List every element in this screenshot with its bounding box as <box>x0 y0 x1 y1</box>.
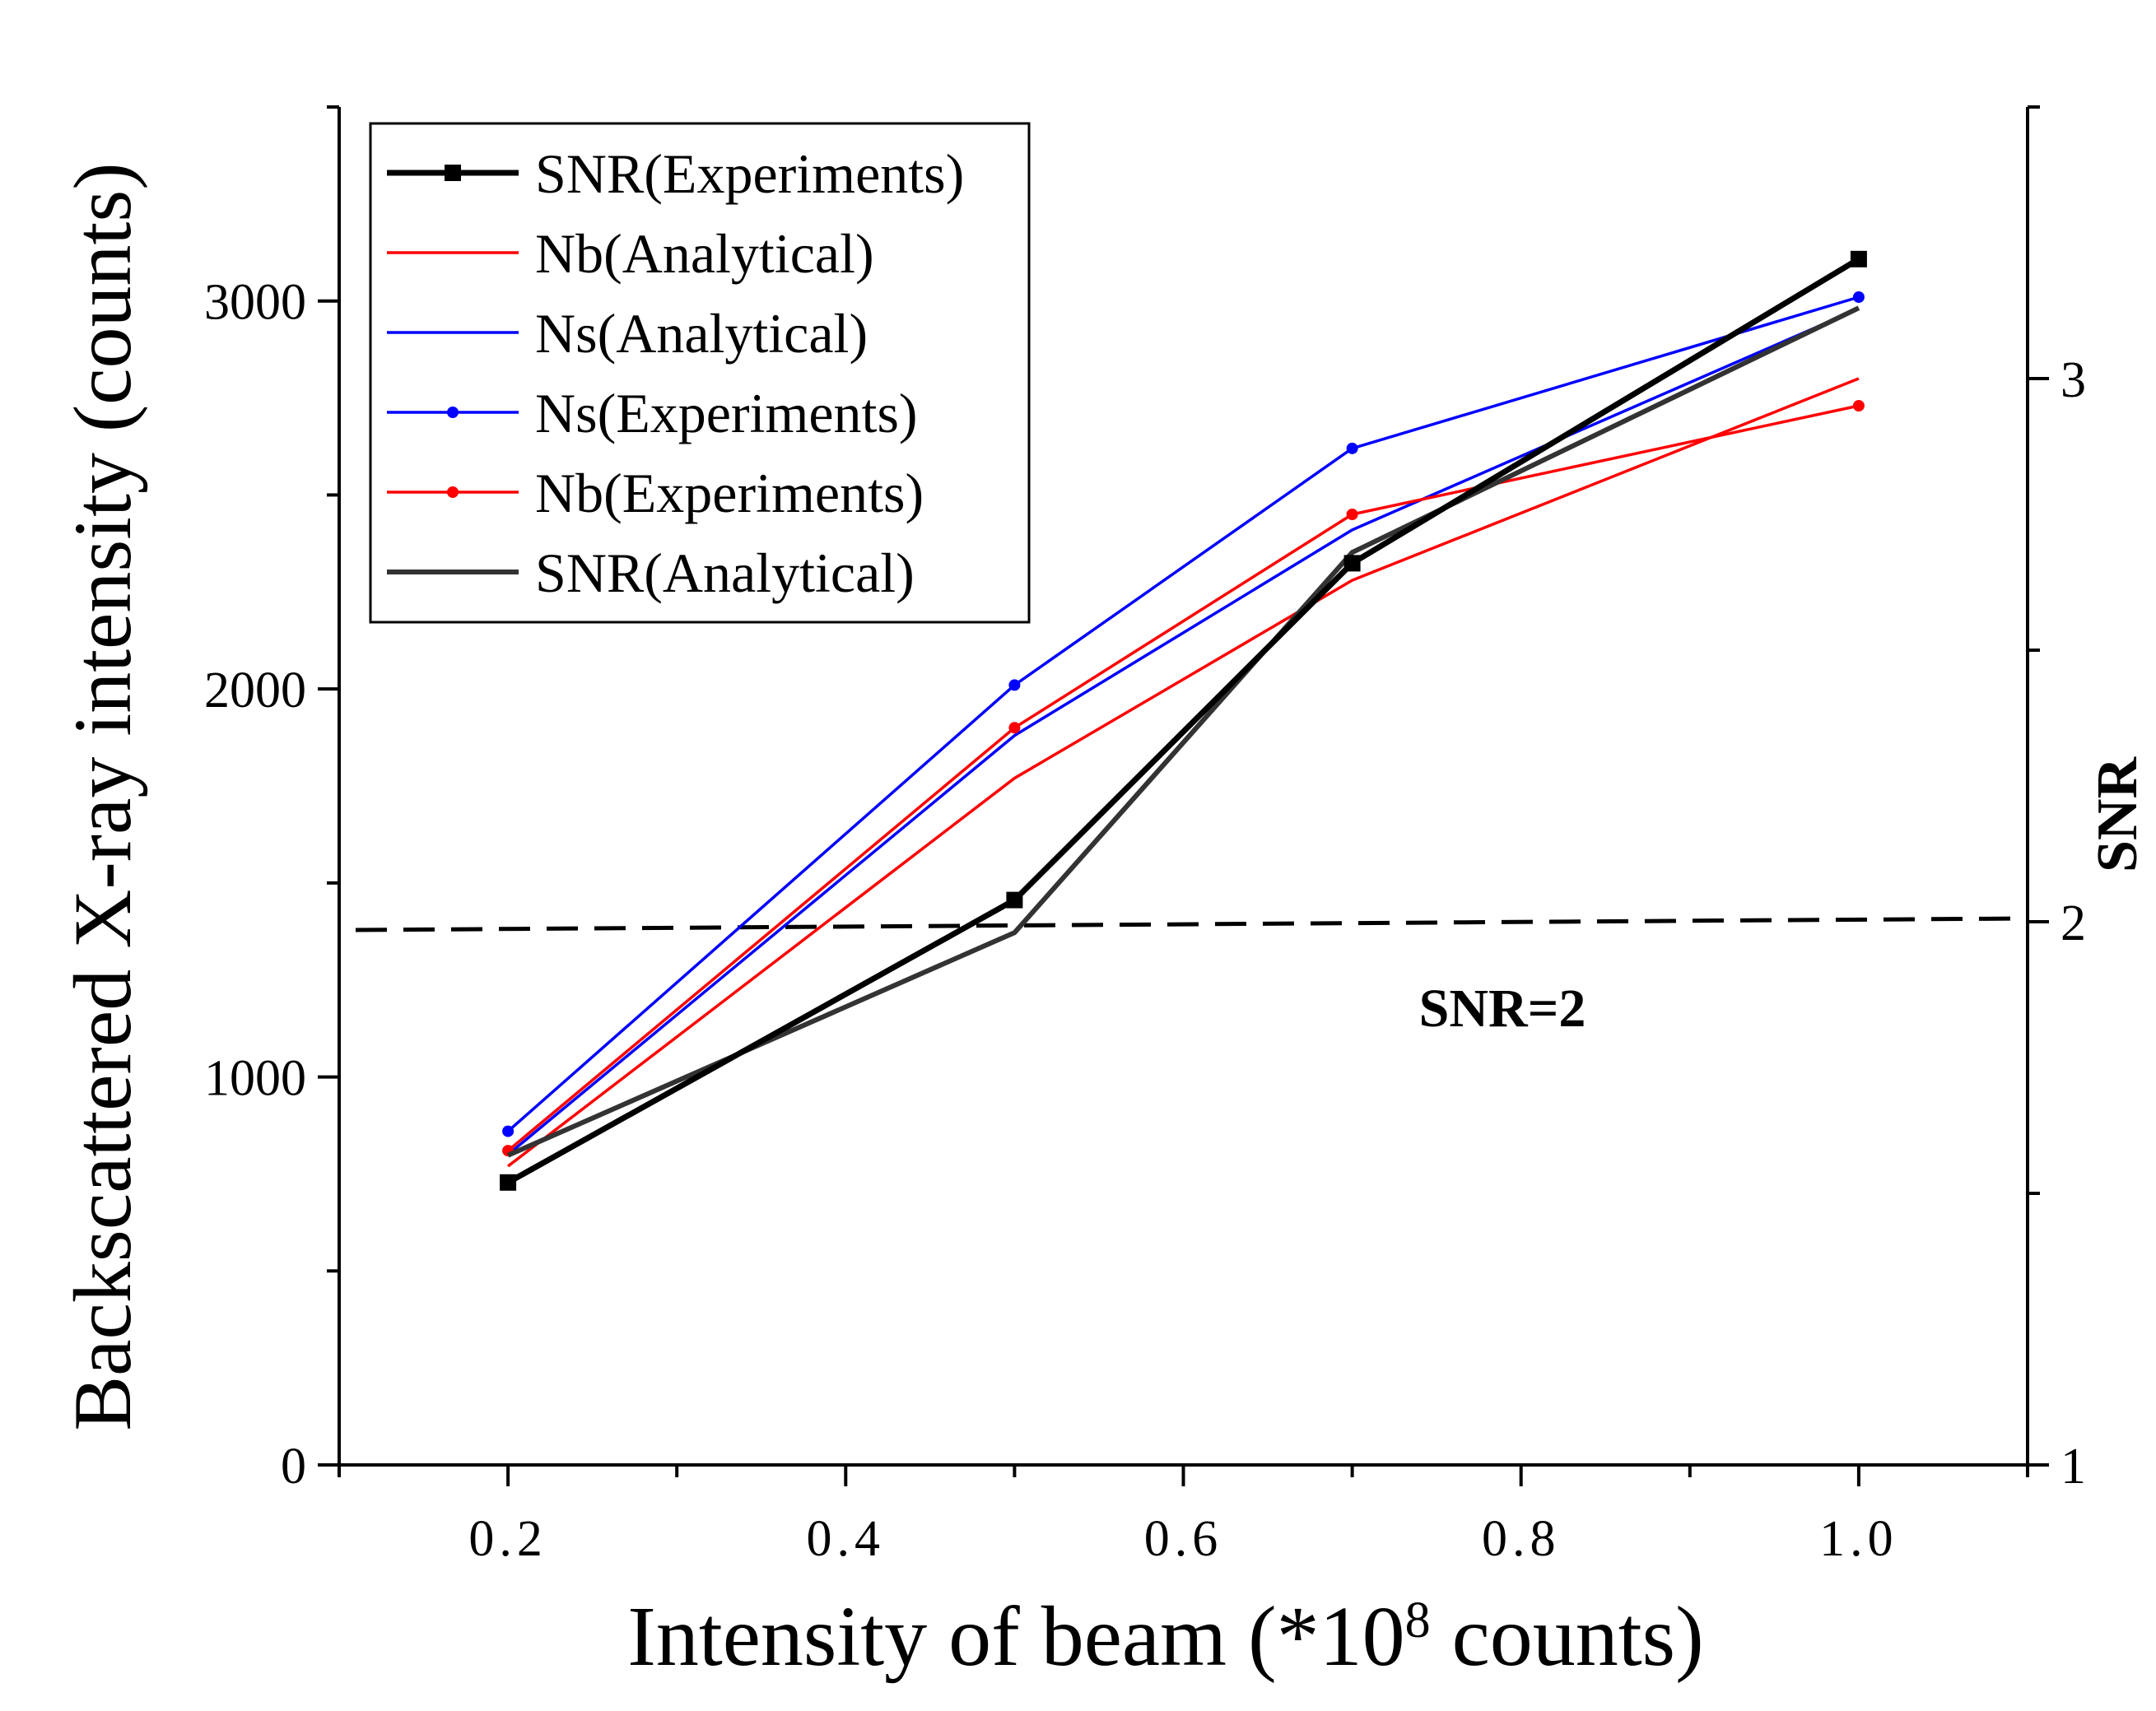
data-point-ns-experiments <box>1008 679 1021 691</box>
x-axis-label: Intensity of beam (*108 counts) <box>627 1589 1704 1684</box>
legend-swatch-marker <box>447 486 459 498</box>
x-tick-label: 0.6 <box>1144 1511 1223 1567</box>
data-point-ns-experiments <box>1852 291 1865 303</box>
y-right-tick-label: 3 <box>2061 352 2086 408</box>
data-point-ns-experiments <box>502 1125 515 1137</box>
legend-label: Nb(Experiments) <box>535 462 924 524</box>
legend-label: Nb(Analytical) <box>535 222 874 285</box>
x-tick-label: 1.0 <box>1819 1511 1898 1567</box>
data-point-nb-experiments <box>1346 509 1358 520</box>
data-point-snr-experiments <box>1850 250 1867 267</box>
legend-box <box>369 122 1031 624</box>
data-point-ns-experiments <box>1346 442 1358 454</box>
legend-swatch-marker <box>445 165 461 181</box>
snr-threshold-line <box>355 916 2028 932</box>
y-right-tick-label: 2 <box>2061 895 2086 951</box>
x-tick-label: 0.2 <box>468 1511 547 1567</box>
y-left-tick-label: 1000 <box>204 1051 306 1107</box>
y-left-tick-label: 2000 <box>204 663 306 718</box>
y-right-tick-label: 1 <box>2061 1439 2086 1495</box>
data-point-nb-experiments <box>1008 722 1021 734</box>
legend-label: SNR(Analytical) <box>535 542 915 604</box>
data-point-nb-experiments <box>1852 400 1865 411</box>
y-axis-left-label: Backscattered X-ray intensity (counts) <box>57 162 148 1430</box>
x-tick-label: 0.4 <box>807 1511 886 1567</box>
legend-label: Ns(Analytical) <box>535 302 868 365</box>
legend: SNR(Experiments) Nb(Analytical) Ns(Analyti… <box>369 122 1031 624</box>
y-left-tick-label: 3000 <box>204 275 306 331</box>
reference-line-label: SNR=2 <box>1419 979 1586 1039</box>
x-tick-label: 0.8 <box>1482 1511 1561 1567</box>
series-line-nb-analytical <box>507 377 1860 1168</box>
y-left-tick-label: 0 <box>281 1439 306 1495</box>
data-point-snr-experiments <box>1343 555 1361 572</box>
y-axis-right-label: SNR <box>2086 756 2149 872</box>
series-line-ns-analytical <box>506 307 1860 1156</box>
legend-label: SNR(Experiments) <box>535 142 964 205</box>
axis-layer: 0.2 0.4 0.6 0.8 1.0 0 1000 2000 3000 1 2 3 <box>204 105 2086 1567</box>
series-line-ns-experiments <box>506 295 1860 1132</box>
series-line-snr-experiments <box>506 256 1860 1185</box>
legend-swatch-marker <box>447 407 459 418</box>
legend-label: Ns(Experiments) <box>535 382 918 444</box>
series-line-nb-experiments <box>506 404 1860 1152</box>
series-layer <box>500 250 1867 1191</box>
data-point-snr-experiments <box>1006 891 1023 909</box>
data-point-snr-experiments <box>500 1174 517 1191</box>
reference-layer <box>355 916 2028 932</box>
